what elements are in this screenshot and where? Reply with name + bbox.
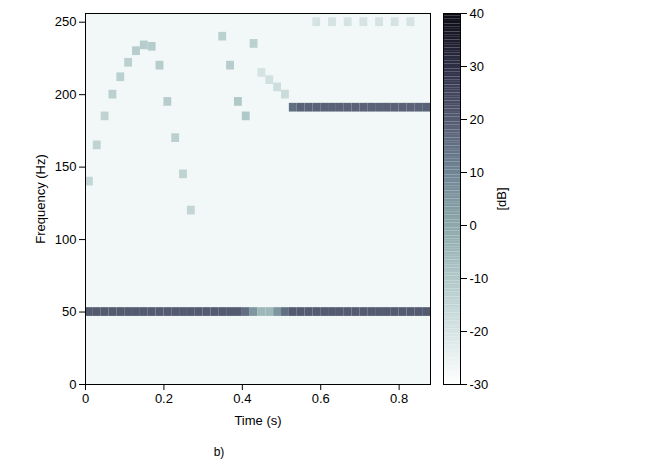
svg-text:-20: -20 bbox=[470, 324, 489, 339]
svg-text:250: 250 bbox=[55, 14, 77, 29]
svg-text:Time (s): Time (s) bbox=[234, 413, 281, 428]
svg-text:10: 10 bbox=[470, 165, 484, 180]
svg-text:100: 100 bbox=[55, 232, 77, 247]
svg-text:Frequency (Hz): Frequency (Hz) bbox=[33, 154, 48, 244]
svg-text:150: 150 bbox=[55, 159, 77, 174]
svg-text:40: 40 bbox=[470, 6, 484, 21]
svg-text:0: 0 bbox=[82, 391, 89, 406]
html-text:b): b) bbox=[213, 445, 225, 459]
svg-text:50: 50 bbox=[62, 304, 76, 319]
svg-text:[dB]: [dB] bbox=[494, 187, 509, 210]
svg-text:30: 30 bbox=[470, 59, 484, 74]
svg-text:0.4: 0.4 bbox=[233, 391, 251, 406]
svg-text:20: 20 bbox=[470, 112, 484, 127]
svg-text:-10: -10 bbox=[470, 271, 489, 286]
svg-text:0.2: 0.2 bbox=[155, 391, 173, 406]
svg-text:0: 0 bbox=[69, 377, 76, 392]
svg-text:0: 0 bbox=[470, 218, 477, 233]
svg-text:0.8: 0.8 bbox=[390, 391, 408, 406]
svg-text:200: 200 bbox=[55, 87, 77, 102]
svg-text:0.6: 0.6 bbox=[312, 391, 330, 406]
svg-text:-30: -30 bbox=[470, 377, 489, 392]
